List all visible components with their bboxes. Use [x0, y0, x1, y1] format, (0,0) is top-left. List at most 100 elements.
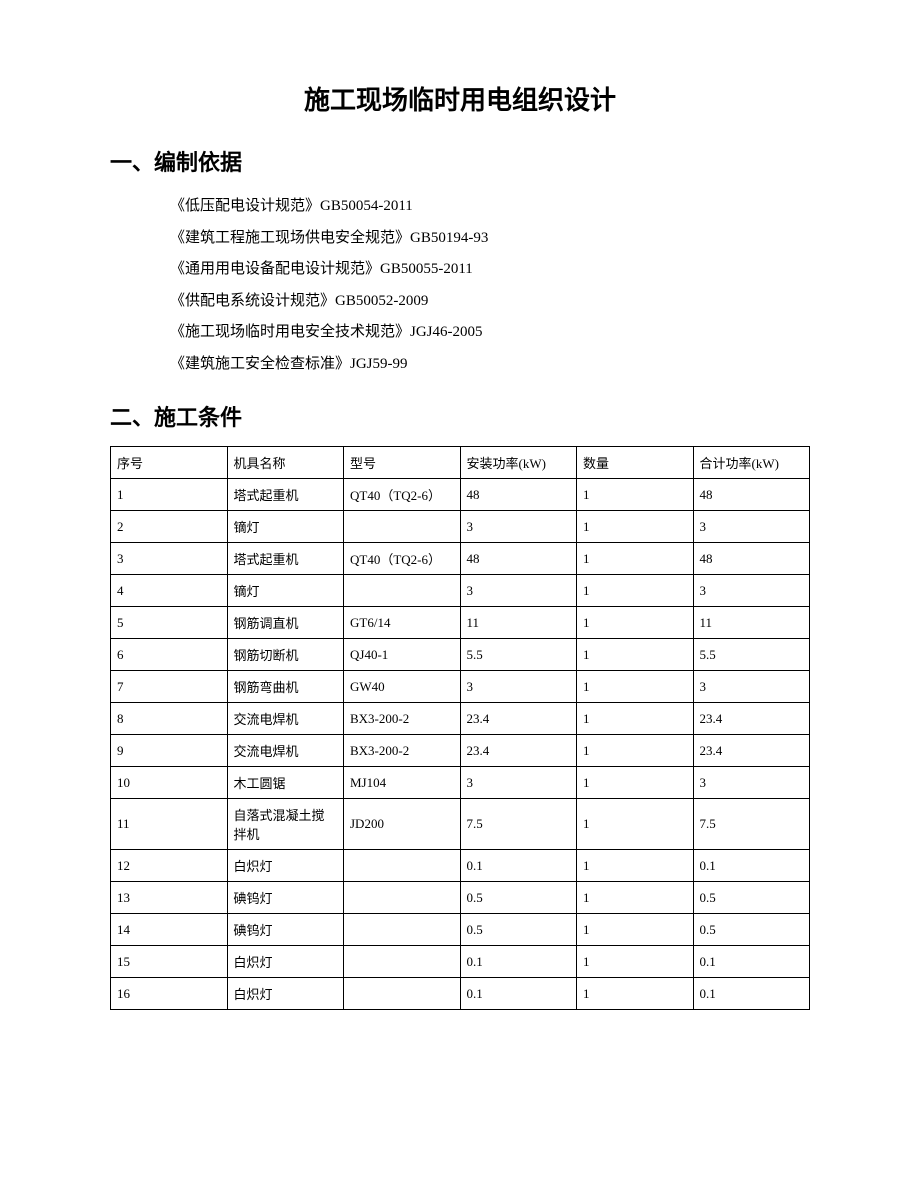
table-cell: 钢筋调直机 [227, 607, 344, 639]
table-cell: 14 [111, 914, 228, 946]
table-header-row: 序号 机具名称 型号 安装功率(kW) 数量 合计功率(kW) [111, 447, 810, 479]
table-row: 13碘钨灯0.510.5 [111, 882, 810, 914]
table-row: 9交流电焊机BX3-200-223.4123.4 [111, 735, 810, 767]
table-cell: 6 [111, 639, 228, 671]
table-cell: 11 [111, 799, 228, 850]
table-row: 2镝灯 313 [111, 511, 810, 543]
table-header-cell: 合计功率(kW) [693, 447, 810, 479]
table-cell [344, 575, 461, 607]
table-cell: 4 [111, 575, 228, 607]
table-cell: 48 [693, 543, 810, 575]
table-cell: 48 [693, 479, 810, 511]
table-cell: 钢筋切断机 [227, 639, 344, 671]
table-cell: 白炽灯 [227, 946, 344, 978]
table-cell: QJ40-1 [344, 639, 461, 671]
table-cell: 7.5 [693, 799, 810, 850]
reference-item: 《低压配电设计规范》GB50054-2011 [170, 191, 810, 223]
table-cell: 13 [111, 882, 228, 914]
table-cell: 白炽灯 [227, 978, 344, 1010]
table-cell: 23.4 [460, 703, 577, 735]
table-cell: 2 [111, 511, 228, 543]
document-title: 施工现场临时用电组织设计 [110, 80, 810, 117]
table-cell: 1 [577, 479, 694, 511]
table-cell: 23.4 [460, 735, 577, 767]
table-cell: 1 [577, 607, 694, 639]
table-cell: 48 [460, 543, 577, 575]
table-cell: 0.5 [693, 914, 810, 946]
table-row: 16白炽灯0.110.1 [111, 978, 810, 1010]
table-cell: 1 [111, 479, 228, 511]
table-cell [344, 978, 461, 1010]
table-row: 5钢筋调直机GT6/1411111 [111, 607, 810, 639]
table-cell: 11 [693, 607, 810, 639]
reference-item: 《建筑工程施工现场供电安全规范》GB50194-93 [170, 223, 810, 255]
table-header-cell: 型号 [344, 447, 461, 479]
table-cell: 碘钨灯 [227, 882, 344, 914]
table-cell [344, 946, 461, 978]
table-cell: 1 [577, 703, 694, 735]
table-cell: 1 [577, 799, 694, 850]
table-cell: 12 [111, 850, 228, 882]
table-cell: 1 [577, 575, 694, 607]
table-cell: QT40（TQ2-6） [344, 479, 461, 511]
table-cell: 7 [111, 671, 228, 703]
table-cell: 木工圆锯 [227, 767, 344, 799]
table-cell: 1 [577, 946, 694, 978]
table-cell: 0.5 [693, 882, 810, 914]
table-cell: 8 [111, 703, 228, 735]
table-row: 1塔式起重机QT40（TQ2-6）48148 [111, 479, 810, 511]
table-cell: 3 [693, 575, 810, 607]
table-cell: 23.4 [693, 735, 810, 767]
table-cell: 0.1 [693, 978, 810, 1010]
table-cell: 3 [693, 767, 810, 799]
section1-heading: 一、编制依据 [110, 145, 810, 177]
table-row: 3塔式起重机QT40（TQ2-6）48148 [111, 543, 810, 575]
table-cell: 3 [693, 511, 810, 543]
table-cell: 0.1 [460, 850, 577, 882]
table-cell: 交流电焊机 [227, 735, 344, 767]
table-cell: 3 [693, 671, 810, 703]
table-cell: 1 [577, 511, 694, 543]
table-cell: 15 [111, 946, 228, 978]
table-cell: 1 [577, 639, 694, 671]
table-cell: 7.5 [460, 799, 577, 850]
table-cell: 1 [577, 671, 694, 703]
table-header-cell: 安装功率(kW) [460, 447, 577, 479]
reference-list: 《低压配电设计规范》GB50054-2011 《建筑工程施工现场供电安全规范》G… [170, 191, 810, 380]
table-row: 7钢筋弯曲机GW40313 [111, 671, 810, 703]
table-header-cell: 序号 [111, 447, 228, 479]
table-cell: 镝灯 [227, 511, 344, 543]
table-body: 1塔式起重机QT40（TQ2-6）481482镝灯3133塔式起重机QT40（T… [111, 479, 810, 1010]
table-cell: 3 [460, 671, 577, 703]
table-cell: 0.1 [460, 946, 577, 978]
equipment-table: 序号 机具名称 型号 安装功率(kW) 数量 合计功率(kW) 1塔式起重机QT… [110, 446, 810, 1010]
table-cell: 碘钨灯 [227, 914, 344, 946]
table-cell: 1 [577, 882, 694, 914]
reference-item: 《通用用电设备配电设计规范》GB50055-2011 [170, 254, 810, 286]
table-cell: 1 [577, 850, 694, 882]
table-cell: 5 [111, 607, 228, 639]
table-cell: JD200 [344, 799, 461, 850]
table-cell: 镝灯 [227, 575, 344, 607]
table-cell: 1 [577, 978, 694, 1010]
table-cell: 塔式起重机 [227, 479, 344, 511]
table-cell: 3 [460, 511, 577, 543]
table-cell: 0.5 [460, 914, 577, 946]
table-cell: 3 [111, 543, 228, 575]
reference-item: 《建筑施工安全检查标准》JGJ59-99 [170, 349, 810, 381]
table-cell: 5.5 [693, 639, 810, 671]
table-cell: BX3-200-2 [344, 703, 461, 735]
table-cell: 塔式起重机 [227, 543, 344, 575]
table-row: 8交流电焊机BX3-200-223.4123.4 [111, 703, 810, 735]
table-row: 6钢筋切断机QJ40-15.515.5 [111, 639, 810, 671]
table-cell: 1 [577, 767, 694, 799]
table-cell [344, 914, 461, 946]
table-cell: 48 [460, 479, 577, 511]
reference-item: 《施工现场临时用电安全技术规范》JGJ46-2005 [170, 317, 810, 349]
section2-heading: 二、施工条件 [110, 400, 810, 432]
table-header-cell: 数量 [577, 447, 694, 479]
table-cell: 0.1 [460, 978, 577, 1010]
table-cell: QT40（TQ2-6） [344, 543, 461, 575]
table-cell [344, 511, 461, 543]
table-cell: 5.5 [460, 639, 577, 671]
